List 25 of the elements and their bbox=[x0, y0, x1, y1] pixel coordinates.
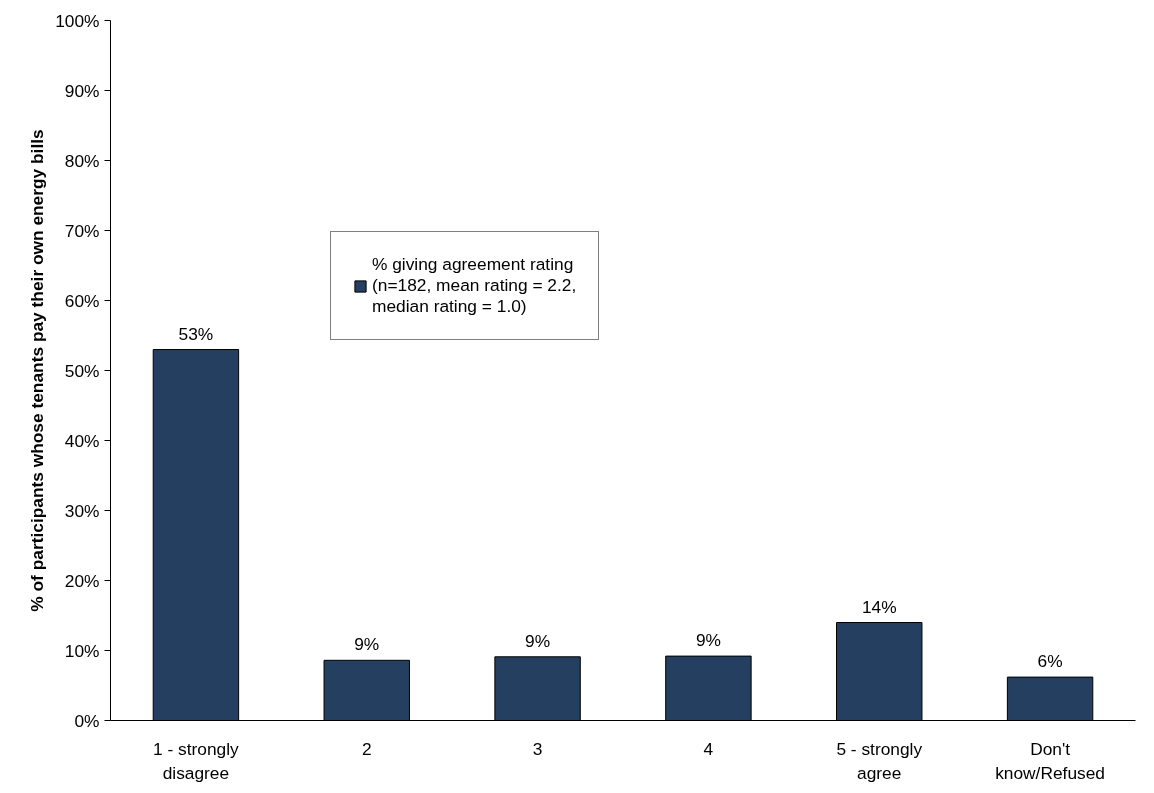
x-tick-label: 2 bbox=[361, 738, 372, 759]
y-tick-label: 40% bbox=[64, 430, 100, 451]
data-label: 9% bbox=[525, 630, 551, 651]
y-tick-label: 50% bbox=[64, 360, 100, 381]
data-label: 53% bbox=[178, 323, 214, 344]
x-tick-label: 5 - strongly agree bbox=[836, 738, 923, 783]
y-tick-label: 80% bbox=[64, 150, 100, 171]
data-label: 6% bbox=[1037, 651, 1063, 672]
y-tick-label: 20% bbox=[64, 570, 100, 591]
x-tick-label: Don't know/Refused bbox=[995, 738, 1105, 783]
y-axis-title: % of participants whose tenants pay their own energy bills bbox=[27, 129, 48, 612]
x-tick-label: 1 - strongly disagree bbox=[153, 738, 240, 783]
data-label: 9% bbox=[695, 630, 721, 651]
y-tick-label: 60% bbox=[64, 290, 100, 311]
y-tick-label: 30% bbox=[64, 500, 100, 521]
y-tick-label: 100% bbox=[55, 10, 100, 31]
x-tick-label: 3 bbox=[532, 738, 543, 759]
legend-label: % giving agreement rating (n=182, mean rating = 2.2, median rating = 1.0) bbox=[372, 254, 577, 317]
y-tick-label: 90% bbox=[64, 80, 100, 101]
y-tick-label: 70% bbox=[64, 220, 100, 241]
data-label: 9% bbox=[354, 634, 380, 655]
y-tick-label: 0% bbox=[74, 710, 100, 731]
x-tick-label: 4 bbox=[703, 738, 714, 759]
y-tick-label: 10% bbox=[64, 640, 100, 661]
data-label: 14% bbox=[861, 596, 897, 617]
